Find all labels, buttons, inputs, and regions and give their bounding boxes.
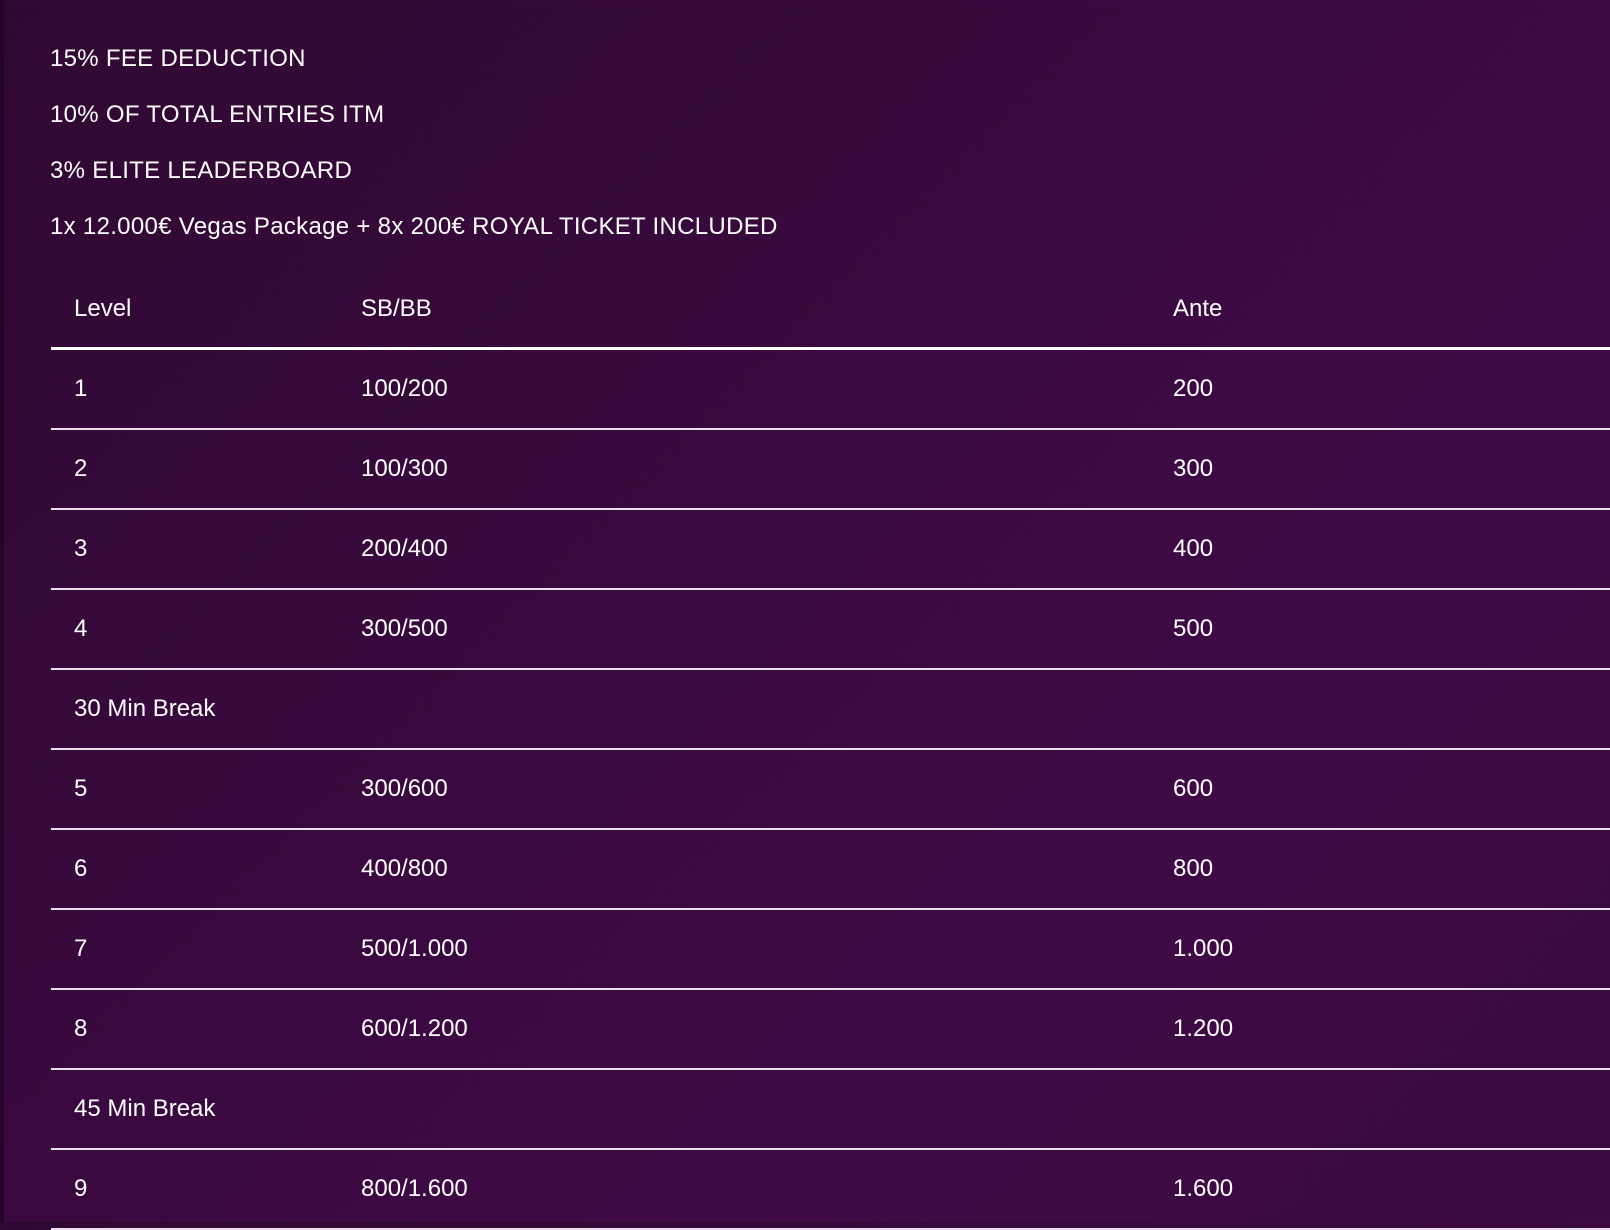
itm-percentage-text: 10% OF TOTAL ENTRIES ITM bbox=[50, 101, 385, 128]
table-row: 2 100/300 300 bbox=[51, 430, 1610, 510]
break-label: 30 Min Break bbox=[74, 695, 216, 722]
ante-cell: 800 bbox=[1173, 855, 1214, 882]
blinds-cell: 200/400 bbox=[361, 535, 448, 562]
level-cell: 8 bbox=[74, 1015, 88, 1042]
break-row: 45 Min Break bbox=[51, 1070, 1610, 1150]
break-label: 45 Min Break bbox=[74, 1095, 216, 1122]
table-row: 8 600/1.200 1.200 bbox=[51, 990, 1610, 1070]
table-row: 5 300/600 600 bbox=[51, 750, 1610, 830]
table-row: 1 100/200 200 bbox=[51, 350, 1610, 430]
ante-cell: 1.600 bbox=[1173, 1175, 1234, 1202]
package-included-text: 1x 12.000€ Vegas Package + 8x 200€ ROYAL… bbox=[50, 213, 778, 240]
table-row: 9 800/1.600 1.600 bbox=[51, 1150, 1610, 1230]
table-header-row: Level SB/BB Ante bbox=[51, 270, 1610, 350]
ante-cell: 300 bbox=[1173, 455, 1214, 482]
blinds-cell: 100/300 bbox=[361, 455, 448, 482]
blinds-cell: 800/1.600 bbox=[361, 1175, 468, 1202]
left-edge-divider bbox=[0, 0, 4, 1222]
table-row: 4 300/500 500 bbox=[51, 590, 1610, 670]
blinds-cell: 400/800 bbox=[361, 855, 448, 882]
table-row: 7 500/1.000 1.000 bbox=[51, 910, 1610, 990]
blind-structure-table: Level SB/BB Ante 1 100/200 200 2 100/300… bbox=[51, 270, 1610, 1230]
level-cell: 7 bbox=[74, 935, 88, 962]
ante-cell: 1.200 bbox=[1173, 1015, 1234, 1042]
blinds-cell: 300/500 bbox=[361, 615, 448, 642]
column-header-blinds: SB/BB bbox=[361, 294, 432, 322]
level-cell: 2 bbox=[74, 455, 88, 482]
level-cell: 1 bbox=[74, 375, 88, 402]
tournament-info: 15% FEE DEDUCTION 10% OF TOTAL ENTRIES I… bbox=[50, 42, 778, 266]
blinds-cell: 600/1.200 bbox=[361, 1015, 468, 1042]
break-row: 30 Min Break bbox=[51, 670, 1610, 750]
blinds-cell: 100/200 bbox=[361, 375, 448, 402]
table-row: 6 400/800 800 bbox=[51, 830, 1610, 910]
level-cell: 5 bbox=[74, 775, 88, 802]
table-row: 3 200/400 400 bbox=[51, 510, 1610, 590]
blinds-cell: 500/1.000 bbox=[361, 935, 468, 962]
blinds-cell: 300/600 bbox=[361, 775, 448, 802]
leaderboard-text: 3% ELITE LEADERBOARD bbox=[50, 157, 353, 184]
level-cell: 9 bbox=[74, 1175, 88, 1202]
fee-deduction-text: 15% FEE DEDUCTION bbox=[50, 45, 306, 72]
level-cell: 4 bbox=[74, 615, 88, 642]
column-header-level: Level bbox=[74, 294, 132, 322]
ante-cell: 600 bbox=[1173, 775, 1214, 802]
ante-cell: 200 bbox=[1173, 375, 1214, 402]
level-cell: 3 bbox=[74, 535, 88, 562]
ante-cell: 1.000 bbox=[1173, 935, 1234, 962]
column-header-ante: Ante bbox=[1173, 294, 1223, 322]
level-cell: 6 bbox=[74, 855, 88, 882]
ante-cell: 400 bbox=[1173, 535, 1214, 562]
ante-cell: 500 bbox=[1173, 615, 1214, 642]
